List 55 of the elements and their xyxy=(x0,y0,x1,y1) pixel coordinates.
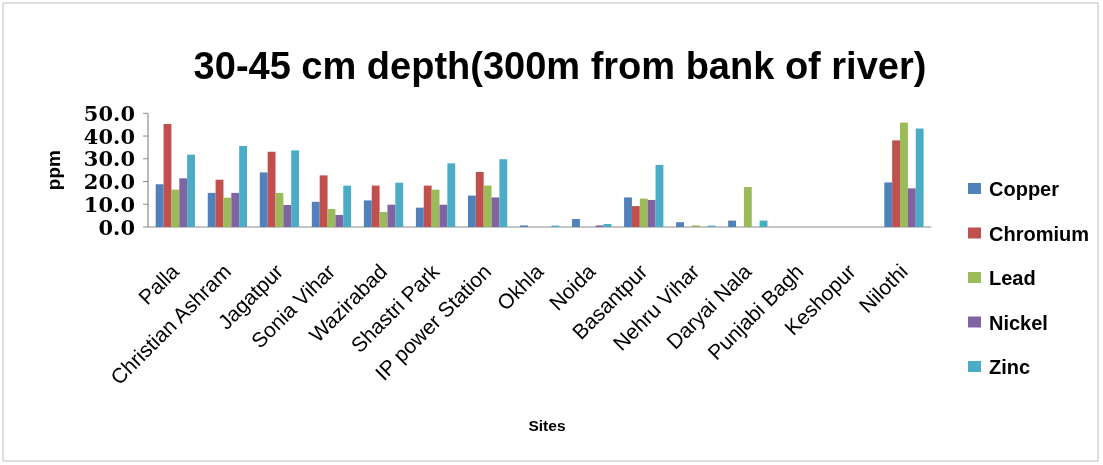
bar xyxy=(343,185,352,227)
bar xyxy=(311,201,320,227)
bar xyxy=(239,146,248,227)
bar xyxy=(319,175,328,227)
bar xyxy=(363,200,372,227)
bar xyxy=(291,150,300,227)
bar xyxy=(572,219,580,227)
bar xyxy=(907,188,916,227)
bar xyxy=(267,151,276,227)
bar xyxy=(728,220,737,227)
bar xyxy=(475,171,484,227)
bar xyxy=(499,159,508,227)
bar xyxy=(631,206,640,227)
bar xyxy=(179,178,188,227)
bar xyxy=(395,182,404,227)
bar xyxy=(467,195,476,227)
bar xyxy=(603,224,612,227)
bar xyxy=(639,198,648,227)
bar xyxy=(387,204,396,227)
bar xyxy=(155,184,164,227)
bar xyxy=(335,214,344,227)
legend-label: Nickel xyxy=(989,311,1048,334)
bar xyxy=(171,189,180,227)
bar xyxy=(283,204,292,227)
bar xyxy=(415,207,424,227)
bar xyxy=(915,128,924,227)
chart-title: 30-45 cm depth(300m from bank of river) xyxy=(193,45,927,87)
bar xyxy=(900,122,908,227)
y-tick-label: 30.0 xyxy=(83,146,135,172)
y-tick-label: 40.0 xyxy=(83,123,135,149)
bar xyxy=(884,182,893,227)
bar xyxy=(483,185,492,227)
y-axis-title: ppm xyxy=(43,150,64,191)
y-tick-label: 0.0 xyxy=(98,214,135,240)
bar xyxy=(231,192,240,227)
x-axis-title: Sites xyxy=(528,417,566,434)
bar xyxy=(423,185,432,227)
legend-label: Chromium xyxy=(989,222,1089,245)
legend-label: Lead xyxy=(989,267,1036,290)
bar xyxy=(892,140,901,227)
bar xyxy=(447,163,456,227)
bar xyxy=(187,154,195,227)
bar xyxy=(491,197,500,227)
legend-label: Zinc xyxy=(989,356,1031,379)
bar xyxy=(207,192,216,227)
bar xyxy=(647,199,656,227)
legend-label: Copper xyxy=(989,178,1060,201)
bar xyxy=(371,185,380,227)
y-tick-label: 50.0 xyxy=(83,100,135,126)
bar xyxy=(743,186,752,227)
bar xyxy=(223,197,232,227)
bar xyxy=(676,222,684,227)
bar xyxy=(624,197,632,227)
bar xyxy=(259,172,268,227)
bar xyxy=(439,204,448,227)
